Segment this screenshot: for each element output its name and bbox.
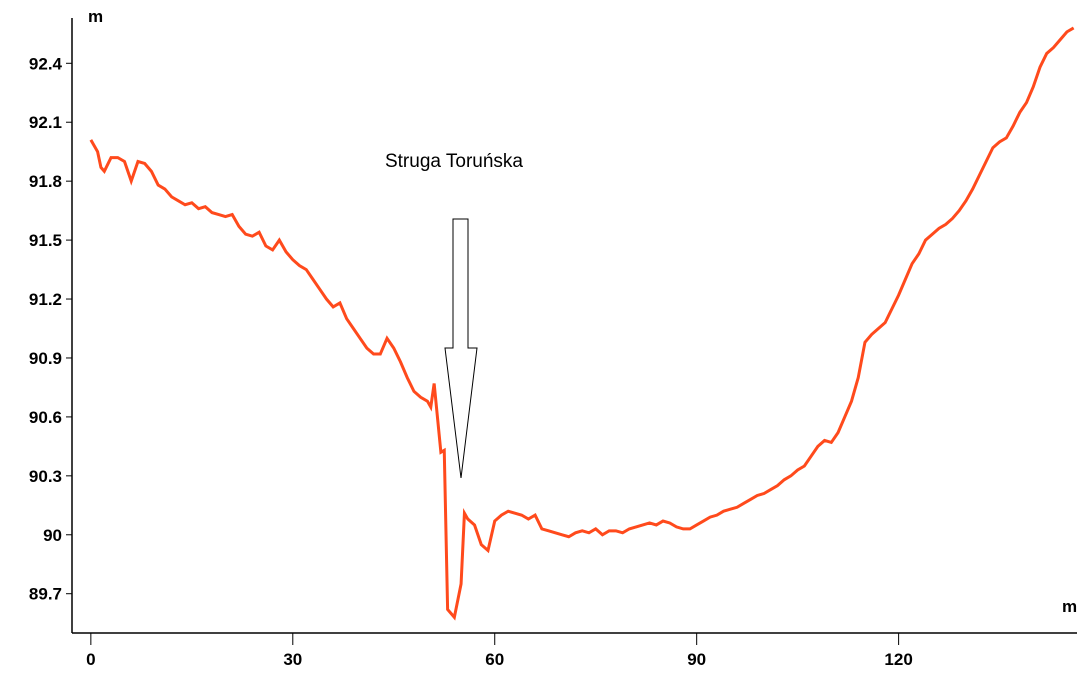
profile-line [89, 26, 1075, 621]
y-axis-label: m [88, 7, 103, 26]
y-tick-label: 90.6 [29, 408, 62, 427]
x-tick-label: 120 [884, 650, 912, 669]
x-axis-label: m [1062, 597, 1077, 616]
annotation: Struga Toruńska [385, 151, 523, 172]
y-tick-label: 91.2 [29, 290, 62, 309]
annotation-arrow [444, 218, 478, 479]
y-tick-label: 92.4 [29, 54, 63, 73]
y-tick-label: 90.3 [29, 467, 62, 486]
y-tick-label: 90 [43, 526, 62, 545]
x-tick-label: 90 [687, 650, 706, 669]
x-tick-label: 0 [86, 650, 95, 669]
y-tick-label: 90.9 [29, 349, 62, 368]
y-tick-label: 91.8 [29, 172, 62, 191]
x-tick-label: 30 [283, 650, 302, 669]
x-tick-label: 60 [485, 650, 504, 669]
y-tick-label: 91.5 [29, 231, 62, 250]
y-tick-label: 92.1 [29, 113, 62, 132]
y-tick-label: 89.7 [29, 585, 62, 604]
